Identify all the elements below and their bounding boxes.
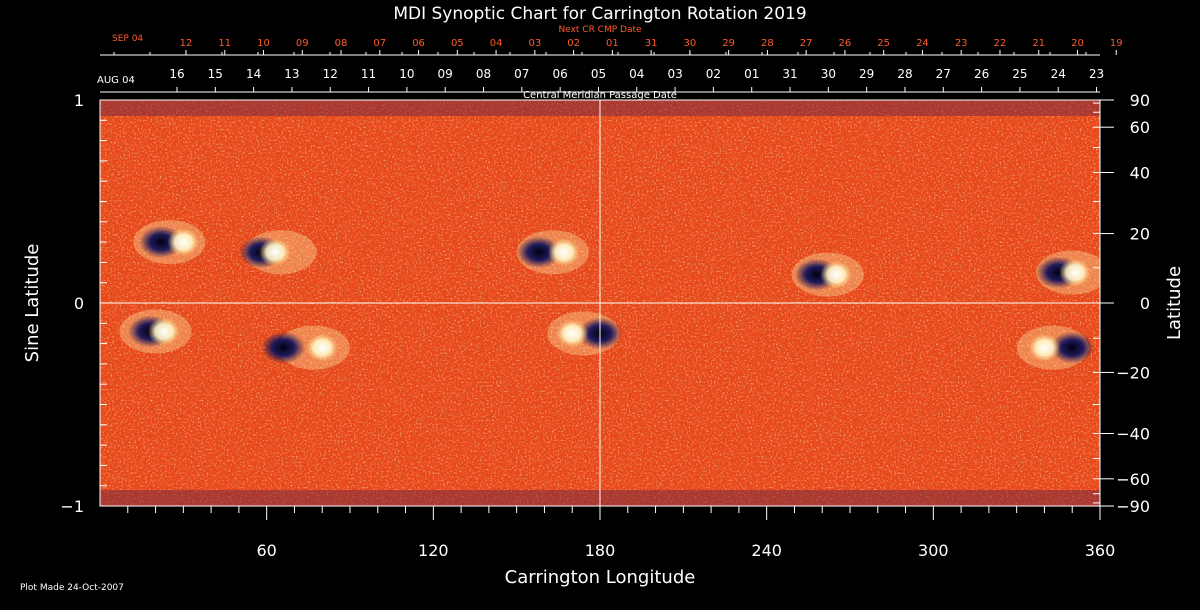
active-region-positive-polarity: [547, 238, 580, 267]
y-right-tick-label: −40: [1116, 424, 1150, 443]
cmp-date-label: 02: [706, 67, 721, 81]
y-right-tick-label: −60: [1116, 470, 1150, 489]
cmp-ticks: 16 15 14 13 12 11 10 09 08 07 06 05 04 03 02 01 31 30 29 28…: [169, 67, 1104, 92]
active-regions: [119, 220, 1100, 370]
next-cr-date-label: 28: [761, 38, 774, 49]
y-left-tick-label: 0: [74, 294, 84, 313]
x-tick-label: 360: [1085, 541, 1116, 560]
y-left-tick-label: −1: [60, 497, 84, 516]
x-tick-label: 240: [751, 541, 782, 560]
cmp-date-label: 16: [169, 67, 184, 81]
next-cr-date-label: 09: [296, 38, 309, 49]
y-right-tick-label: 40: [1130, 164, 1150, 183]
y-right-ticks: 90 60 40 20 0 −20 −40 −60 −90: [1093, 91, 1150, 516]
active-region-positive-polarity: [1059, 258, 1091, 287]
active-region-negative-polarity: [261, 331, 306, 364]
cmp-date-label: 13: [284, 67, 299, 81]
cmp-date-label: 12: [323, 67, 338, 81]
y-right-tick-label: 0: [1140, 294, 1150, 313]
cmp-date-label: 26: [974, 67, 989, 81]
cmp-date-label: 10: [399, 67, 414, 81]
cmp-date-label: 15: [208, 67, 223, 81]
next-cr-date-label: 26: [839, 38, 852, 49]
next-cr-date-label: 04: [490, 38, 503, 49]
y-right-tick-label: 90: [1130, 91, 1150, 110]
y-left-axis-label: Sine Latitude: [22, 244, 43, 363]
x-tick-label: 180: [585, 541, 616, 560]
active-region-positive-polarity: [167, 228, 200, 257]
cmp-date-label: 31: [782, 67, 797, 81]
next-cr-date-label: 06: [412, 38, 425, 49]
y-right-tick-label: −90: [1116, 497, 1150, 516]
next-cr-date-label: 12: [180, 38, 193, 49]
cmp-date-label: 01: [744, 67, 759, 81]
y-left-ticks: 1 0 −1: [60, 91, 114, 516]
cmp-date-label: 29: [859, 67, 874, 81]
cmp-date-label: 27: [936, 67, 951, 81]
plot-made-note: Plot Made 24-Oct-2007: [20, 583, 124, 593]
cmp-date-label: 25: [1012, 67, 1027, 81]
active-region-negative-polarity: [516, 236, 561, 269]
active-region-positive-polarity: [556, 319, 589, 348]
next-cr-date-label: 30: [684, 38, 697, 49]
next-cr-date-label: 20: [1071, 38, 1084, 49]
cmp-date-label: 30: [821, 67, 836, 81]
next-cr-date-label: 25: [877, 38, 890, 49]
x-tick-label: 300: [918, 541, 949, 560]
cmp-date-label: 08: [476, 67, 491, 81]
y-right-tick-label: 20: [1130, 225, 1150, 244]
active-region-positive-polarity: [1028, 333, 1061, 362]
y-right-axis-label: Latitude: [1164, 266, 1185, 340]
next-cr-date-label: 05: [451, 38, 464, 49]
y-left-tick-label: 1: [74, 91, 84, 110]
next-cr-date-label: 11: [218, 38, 231, 49]
next-cr-date-label: 21: [1032, 38, 1045, 49]
x-axis-label: Carrington Longitude: [505, 567, 696, 588]
x-axis-ticks: 60 120 180 240 300 360: [127, 506, 1116, 560]
cmp-label: Central Meridian Passage Date: [523, 90, 677, 101]
next-cr-date-label: 22: [994, 38, 1007, 49]
active-region-positive-polarity: [147, 317, 180, 346]
next-cr-date-label: 19: [1110, 38, 1123, 49]
next-cr-date-label: 27: [800, 38, 813, 49]
active-region-negative-polarity: [1050, 331, 1095, 364]
active-region-positive-polarity: [820, 260, 853, 289]
active-region-positive-polarity: [259, 238, 291, 267]
next-cr-label: Next CR CMP Date: [558, 25, 642, 35]
next-cr-date-label: 29: [722, 38, 735, 49]
next-cr-date-label: 01: [606, 38, 619, 49]
next-cr-start-date: SEP 04: [112, 34, 143, 44]
x-tick-label: 120: [418, 541, 449, 560]
next-cr-ticks: 12 11 10 09 08 07 06 05 04 03 02 01 31 30 29 28 27 26 25 24…: [113, 38, 1123, 55]
cmp-date-label: 05: [591, 67, 606, 81]
cmp-start-date: AUG 04: [97, 75, 135, 86]
next-cr-date-label: 03: [528, 38, 541, 49]
cmp-date-label: 28: [897, 67, 912, 81]
active-region-positive-polarity: [306, 333, 339, 362]
cmp-date-label: 11: [361, 67, 376, 81]
next-cr-date-label: 24: [916, 38, 929, 49]
next-cr-date-label: 08: [335, 38, 348, 49]
cmp-date-label: 06: [553, 67, 568, 81]
next-cr-date-label: 31: [645, 38, 658, 49]
cmp-date-label: 09: [438, 67, 453, 81]
next-cr-date-label: 10: [257, 38, 270, 49]
next-cr-date-label: 02: [567, 38, 580, 49]
next-cr-date-label: 23: [955, 38, 968, 49]
y-right-tick-label: 60: [1130, 118, 1150, 137]
cmp-date-label: 24: [1051, 67, 1066, 81]
cmp-date-label: 14: [246, 67, 261, 81]
cmp-date-label: 04: [629, 67, 644, 81]
x-tick-label: 60: [256, 541, 276, 560]
y-right-tick-label: −20: [1116, 363, 1150, 382]
cmp-date-label: 07: [514, 67, 529, 81]
chart-title: MDI Synoptic Chart for Carrington Rotati…: [393, 4, 806, 24]
cmp-date-label: 03: [667, 67, 682, 81]
next-cr-date-label: 07: [373, 38, 386, 49]
cmp-date-label: 23: [1089, 67, 1104, 81]
